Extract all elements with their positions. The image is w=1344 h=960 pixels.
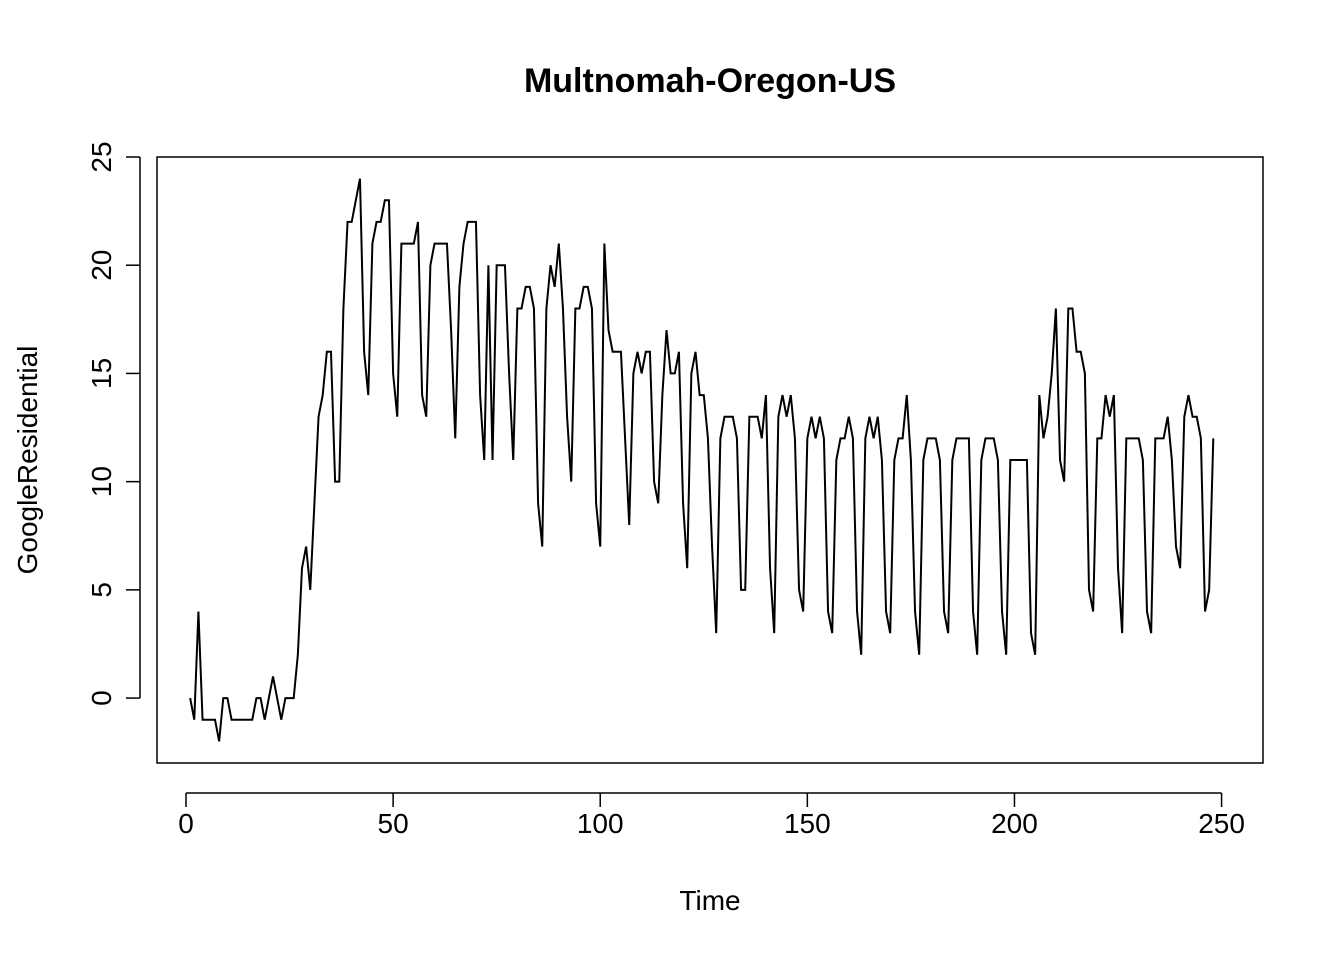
x-tick-label: 50	[378, 808, 409, 839]
y-tick-label: 10	[86, 466, 117, 497]
y-tick-label: 20	[86, 250, 117, 281]
y-tick-label: 25	[86, 141, 117, 172]
x-tick-label: 150	[784, 808, 831, 839]
plot-frame	[156, 156, 1264, 764]
y-tick-label: 5	[86, 582, 117, 598]
y-tick-label: 0	[86, 690, 117, 706]
x-tick-label: 0	[178, 808, 194, 839]
x-axis-label: Time	[679, 885, 740, 916]
x-axis: 0 50 100 150 200 250	[178, 792, 1245, 839]
y-tick-label: 15	[86, 358, 117, 389]
chart-title: Multnomah-Oregon-US	[524, 62, 896, 100]
x-tick-label: 250	[1198, 808, 1245, 839]
series-layer	[189, 178, 1215, 742]
y-axis-label: GoogleResidential	[12, 346, 43, 575]
y-axis: 0 5 10 15 20 25	[86, 141, 141, 706]
series-line	[189, 178, 1215, 742]
x-tick-label: 100	[577, 808, 624, 839]
x-tick-label: 200	[991, 808, 1038, 839]
